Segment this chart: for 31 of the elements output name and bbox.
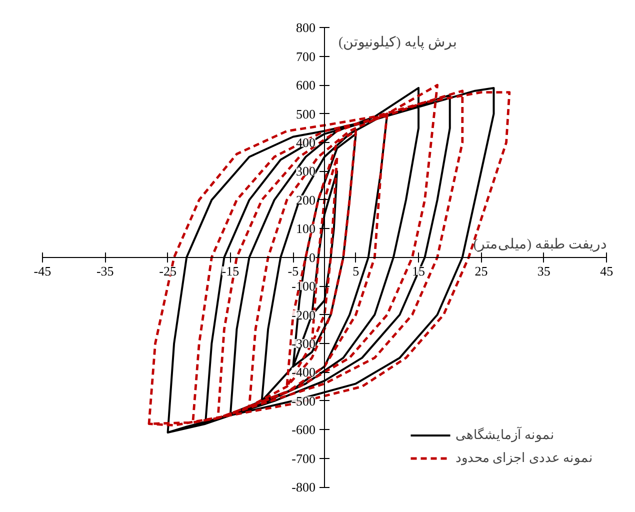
- x-tick-label: 45: [600, 263, 614, 278]
- x-tick-label: 35: [537, 263, 550, 278]
- y-tick-label: -500: [292, 393, 316, 408]
- x-tick-label: -45: [34, 263, 52, 278]
- x-tick-label: 5: [352, 263, 360, 278]
- y-tick-label: -600: [292, 422, 316, 438]
- legend-label: نمونه عددی اجزای محدود: [455, 450, 593, 466]
- y-axis-title: برش پایه (کیلونیوتن): [338, 36, 457, 51]
- y-tick-label: 700: [296, 48, 316, 64]
- y-tick-label: -400: [292, 364, 316, 380]
- x-tick-label: 25: [474, 263, 488, 278]
- y-tick-label: -200: [292, 307, 316, 322]
- y-tick-label: 500: [296, 106, 316, 122]
- y-tick-label: -800: [292, 480, 316, 495]
- legend-label: نمونه آزمایشگاهی: [455, 427, 554, 443]
- y-tick-label: 200: [296, 192, 316, 208]
- y-tick-label: 300: [296, 164, 316, 179]
- y-tick-label: -700: [292, 450, 316, 466]
- y-tick-label: -300: [292, 336, 316, 351]
- y-tick-label: 0: [309, 250, 316, 265]
- x-tick-label: -35: [96, 263, 114, 278]
- y-tick-label: 600: [296, 78, 316, 93]
- x-tick-label: -5: [288, 263, 299, 278]
- y-tick-label: 800: [296, 20, 316, 36]
- y-tick-label: 400: [296, 135, 316, 150]
- x-tick-label: -15: [222, 263, 240, 278]
- x-axis-title: دریفت طبقه (میلی‌متر): [473, 237, 607, 252]
- y-tick-label: 100: [296, 221, 316, 236]
- x-tick-label: 15: [412, 263, 426, 278]
- x-tick-label: -25: [159, 263, 176, 278]
- y-tick-label: -100: [292, 278, 316, 294]
